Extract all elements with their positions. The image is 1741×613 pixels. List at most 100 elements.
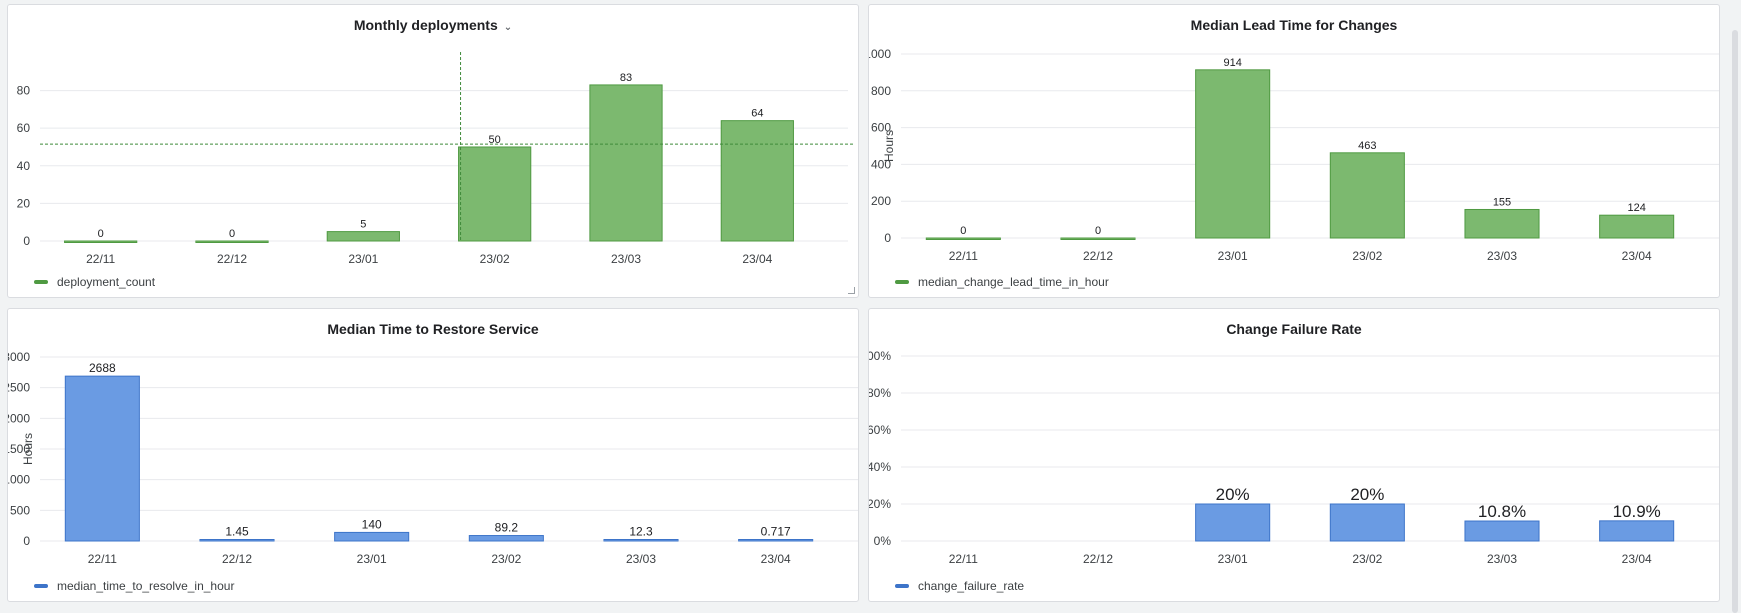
chart-title-text: Median Lead Time for Changes [1190,17,1398,33]
y-axis-title: Hours [882,130,896,162]
x-tick-label: 23/02 [1352,249,1382,263]
chart-title-text: Monthly deployments [353,17,498,33]
chart-panel-lead-time: Median Lead Time for Changes 0 200 400 600 8… [868,4,1720,298]
y-tick-label: 100% [869,349,891,363]
chart-panel-monthly-deployments: Monthly deployments ⌄ 0 20 40 60 80 0 22/11 0 22/… [7,4,859,298]
data-label: 0.717 [761,525,791,539]
data-label: 50 [489,134,501,146]
data-label: 1.45 [225,525,249,539]
legend-label: median_change_lead_time_in_hour [918,275,1109,289]
legend-label: change_failure_rate [918,579,1025,593]
data-label: 20% [1350,485,1384,504]
x-tick-label: 23/03 [626,552,656,566]
y-tick-label: 0 [23,234,30,248]
bar [1599,520,1675,542]
bar [589,84,663,242]
x-tick-label: 22/12 [217,252,247,266]
bar [1599,214,1675,239]
data-label: 0 [229,228,235,240]
bar [1195,69,1271,239]
x-tick-label: 23/03 [1487,249,1517,263]
legend-label: deployment_count [57,275,156,289]
chart-title-text: Change Failure Rate [1226,321,1362,337]
legend-swatch [34,584,48,588]
data-label: 124 [1627,202,1645,214]
x-tick-label: 23/04 [1622,249,1652,263]
scrollbar-thumb[interactable] [1732,30,1738,613]
y-tick-label: 2500 [8,381,30,395]
data-label: 10.9% [1613,502,1661,521]
x-tick-label: 23/04 [742,252,772,266]
x-tick-label: 23/02 [480,252,510,266]
data-label: 155 [1493,196,1511,208]
bar [720,120,794,242]
data-label: 2688 [89,361,116,375]
y-tick-label: 80 [17,84,31,98]
y-tick-label: 1000 [8,473,30,487]
resize-handle[interactable] [848,287,855,294]
y-tick-label: 40 [17,159,31,173]
chevron-down-icon[interactable]: ⌄ [503,22,513,33]
y-tick-label: 40% [869,460,891,474]
y-tick-label: 1500 [8,442,30,456]
legend[interactable]: deployment_count [34,275,155,289]
y-tick-label: 3000 [8,350,30,364]
chart-title: Median Time to Restore Service [8,321,858,337]
bar-chart: 0 500 1000 1500 2000 2500 3000 Hours 2688 22/11 1.… [8,350,858,566]
y-tick-label: 60% [869,423,891,437]
chart-panel-restore-service: Median Time to Restore Service 0 500 1000 1… [7,308,859,602]
bar [199,539,275,542]
page-scrollbar[interactable] [1727,0,1741,613]
bar-chart: 0 20 40 60 80 0 22/11 0 22/12 5 23/01 50 23/02 83 23/0… [17,52,853,266]
x-tick-label: 22/12 [1083,552,1113,566]
bar [1464,520,1540,542]
bar [1329,152,1405,239]
bar-chart: 0 200 400 600 800 1000 Hours 0 22/11 0 22/12 914 23/… [869,47,1719,263]
y-tick-label: 600 [871,121,891,135]
data-label: 64 [751,108,763,120]
x-tick-label: 23/01 [1218,552,1248,566]
x-tick-label: 22/12 [222,552,252,566]
data-label: 20% [1216,485,1250,504]
x-tick-label: 22/11 [949,249,978,263]
bar [64,375,140,542]
legend[interactable]: median_time_to_resolve_in_hour [34,579,234,593]
bar [738,539,814,542]
data-label: 5 [360,219,366,231]
x-tick-label: 22/12 [1083,249,1113,263]
bar [458,146,532,242]
bar [64,240,138,243]
y-tick-label: 60 [17,121,31,135]
bar [334,531,410,542]
y-tick-label: 0 [884,231,891,245]
bar [468,535,544,542]
x-tick-label: 22/11 [88,552,117,566]
data-label: 0 [960,225,966,237]
data-label: 83 [620,72,632,84]
chart-title-text: Median Time to Restore Service [327,321,539,337]
bar [1329,503,1405,542]
chart-title: Median Lead Time for Changes [869,17,1719,33]
x-tick-label: 22/11 [86,252,115,266]
legend-label: median_time_to_resolve_in_hour [57,579,235,593]
x-tick-label: 23/04 [761,552,791,566]
x-tick-label: 23/04 [1622,552,1652,566]
data-label: 10.8% [1478,502,1526,521]
x-tick-label: 23/03 [611,252,641,266]
data-label: 0 [1095,225,1101,237]
bar [603,539,679,542]
x-tick-label: 23/01 [348,252,378,266]
legend[interactable]: change_failure_rate [895,579,1024,593]
legend[interactable]: median_change_lead_time_in_hour [895,275,1109,289]
chart-title[interactable]: Monthly deployments ⌄ [8,17,858,33]
bar-chart: 0% 20% 40% 60% 80% 100% 22/11 22/12 20% 23/01 20% 2… [869,349,1719,566]
bar [925,237,1001,240]
data-label: 0 [98,228,104,240]
data-label: 914 [1223,57,1241,69]
y-tick-label: 20 [17,196,31,210]
y-tick-label: 80% [869,386,891,400]
legend-swatch [34,280,48,284]
x-tick-label: 23/03 [1487,552,1517,566]
x-tick-label: 23/01 [1218,249,1248,263]
x-tick-label: 23/02 [491,552,521,566]
